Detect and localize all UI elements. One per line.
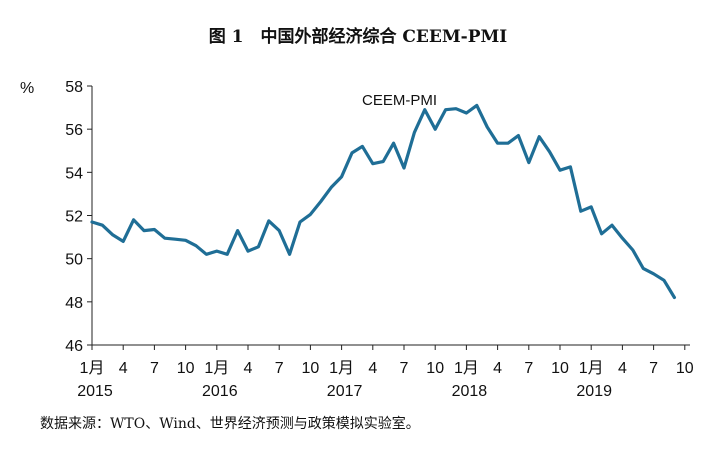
x-tick-label: 10 (426, 360, 444, 377)
axes (87, 85, 690, 350)
x-tick-labels: 1月 4 7 10 1月 4 7 10 1月 4 7 10 1月 4 7 10 1月 4 7 10 (80, 360, 694, 377)
x-tick-label: 7 (524, 360, 533, 377)
x-tick-label: 10 (302, 360, 320, 377)
x-tick-label: 1月 (329, 360, 354, 377)
x-tick-label: 10 (177, 360, 195, 377)
x-tick-label: 1月 (204, 360, 229, 377)
x-tick-label: 4 (244, 360, 253, 377)
x-year-label: 2017 (327, 383, 363, 400)
x-tick-label: 1月 (80, 360, 105, 377)
series-annotation: CEEM-PMI (362, 92, 437, 109)
y-tick-label: 46 (65, 338, 83, 355)
x-year-labels: 2015 2016 2017 2018 2019 (77, 383, 612, 400)
y-tick-label: 48 (65, 295, 83, 312)
x-tick-label: 4 (119, 360, 128, 377)
x-tick-label: 10 (551, 360, 569, 377)
x-tick-label: 4 (618, 360, 627, 377)
x-tick-label: 7 (275, 360, 284, 377)
y-tick-labels: 46 48 50 52 54 56 58 (65, 79, 83, 355)
x-tick-label: 1月 (579, 360, 604, 377)
x-tick-label: 7 (400, 360, 409, 377)
chart-title: 图 1 中国外部经济综合 CEEM-PMI (208, 27, 508, 47)
y-tick-label: 58 (65, 79, 83, 96)
x-year-label: 2019 (576, 383, 612, 400)
x-tick-label: 10 (676, 360, 694, 377)
y-tick-label: 50 (65, 252, 83, 269)
source-note: 数据来源：WTO、Wind、世界经济预测与政策模拟实验室。 (40, 416, 420, 432)
y-tick-label: 56 (65, 122, 83, 139)
x-tick-label: 4 (493, 360, 502, 377)
x-tick-label: 1月 (454, 360, 479, 377)
x-tick-label: 7 (150, 360, 159, 377)
y-tick-label: 52 (65, 209, 83, 226)
x-year-label: 2015 (77, 383, 113, 400)
x-year-label: 2018 (452, 383, 488, 400)
x-tick-label: 4 (368, 360, 377, 377)
series-line-ceem-pmi (90, 103, 676, 300)
x-tick-label: 7 (649, 360, 658, 377)
y-tick-label: 54 (65, 165, 83, 182)
y-unit-label: % (20, 80, 34, 97)
x-year-label: 2016 (202, 383, 238, 400)
